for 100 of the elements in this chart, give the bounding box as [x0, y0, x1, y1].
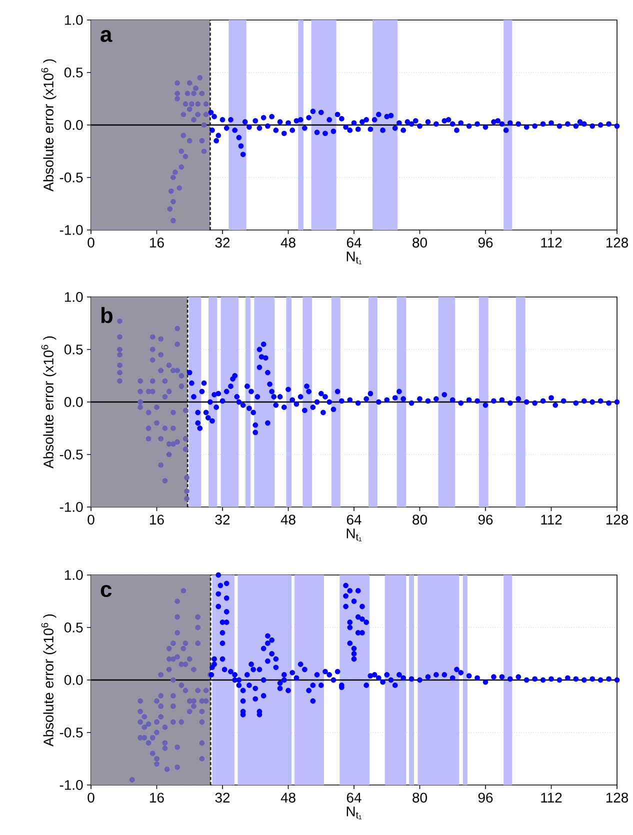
- y-axis-title: Absolute error (x10$^{6}$ ): [41, 614, 56, 746]
- x-tick-label: 16: [150, 792, 164, 803]
- point: [197, 75, 203, 80]
- point: [178, 148, 184, 154]
- x-tick-label: 80: [412, 514, 427, 525]
- point: [174, 368, 180, 374]
- x-tick-label: 16: [150, 238, 164, 248]
- point: [158, 436, 164, 442]
- point: [178, 164, 184, 170]
- point: [203, 112, 209, 118]
- point: [117, 378, 122, 384]
- point: [138, 399, 144, 405]
- x-tick-label: 128: [606, 792, 628, 803]
- x-tick-label: 0: [88, 514, 94, 525]
- point: [182, 436, 188, 442]
- point: [174, 342, 180, 347]
- point: [186, 106, 192, 112]
- point: [170, 410, 176, 416]
- point: [138, 388, 144, 394]
- point: [162, 478, 168, 484]
- point: [203, 101, 209, 107]
- point: [146, 426, 152, 431]
- chart-title: b: [101, 307, 112, 324]
- point: [184, 90, 190, 96]
- point: [174, 326, 180, 332]
- point: [162, 426, 168, 431]
- point: [150, 346, 156, 352]
- y-tick-label: 0.5: [64, 344, 83, 354]
- x-tick-label: 48: [280, 792, 296, 803]
- y-tick-label: 0.0: [64, 675, 83, 685]
- x-tick-label: 112: [541, 238, 562, 248]
- point: [174, 96, 180, 102]
- point: [170, 426, 176, 431]
- point: [201, 148, 207, 154]
- point: [158, 368, 164, 374]
- point: [199, 138, 205, 144]
- point: [158, 462, 164, 468]
- point: [201, 122, 207, 128]
- x-axis-title: N$_{t₁}$: [346, 252, 362, 264]
- point: [176, 185, 182, 191]
- x-tick-label: 80: [412, 792, 427, 803]
- point: [184, 474, 190, 480]
- x-tick-label: 48: [280, 238, 296, 248]
- point: [117, 318, 122, 324]
- x-tick-label: 112: [541, 792, 562, 802]
- x-tick-label: 16: [150, 514, 164, 525]
- point: [184, 496, 190, 502]
- point: [150, 357, 156, 363]
- point: [170, 198, 176, 204]
- y-axis-title: Absolute error (x10$^{6}$ ): [41, 336, 56, 468]
- y-tick-label: 0.5: [64, 622, 83, 632]
- point: [158, 336, 164, 342]
- point: [195, 101, 201, 107]
- point: [180, 112, 186, 118]
- point: [180, 132, 186, 138]
- y-tick-label: 1.0: [64, 15, 83, 25]
- point: [150, 334, 156, 340]
- point: [188, 101, 194, 107]
- point: [162, 394, 168, 400]
- point: [193, 86, 198, 91]
- point: [172, 170, 178, 175]
- point: [191, 90, 196, 96]
- point: [138, 378, 144, 384]
- point: [182, 446, 188, 452]
- point: [146, 410, 152, 416]
- y-tick-label: 1.0: [64, 570, 83, 580]
- point: [199, 90, 205, 96]
- x-tick-label: 0: [88, 792, 94, 803]
- x-tick-label: 0: [88, 238, 94, 248]
- point: [117, 346, 122, 352]
- x-tick-label: 32: [215, 238, 230, 248]
- point: [195, 112, 201, 118]
- point: [117, 352, 122, 358]
- point: [150, 378, 156, 384]
- y-tick-label: 0.0: [64, 397, 83, 407]
- y-tick-label: -0.5: [60, 172, 83, 182]
- x-tick-label: 128: [606, 238, 628, 248]
- point: [174, 80, 180, 86]
- chart-title: c: [100, 585, 112, 598]
- x-tick-label: 48: [280, 514, 296, 525]
- point: [117, 362, 122, 368]
- point: [168, 188, 174, 194]
- point: [162, 378, 168, 384]
- point: [182, 101, 188, 107]
- y-tick-label: 0.0: [64, 120, 83, 130]
- x-tick-label: 64: [346, 514, 362, 525]
- point: [191, 117, 196, 122]
- point: [174, 90, 180, 96]
- x-tick-label: 112: [541, 514, 562, 524]
- x-tick-label: 64: [346, 792, 362, 803]
- y-axis-title: Absolute error (x10$^{6}$ ): [41, 59, 56, 192]
- point: [182, 154, 188, 160]
- y-tick-label: 0.5: [64, 68, 83, 78]
- x-tick-label: 64: [346, 238, 362, 248]
- x-tick-label: 80: [412, 238, 427, 248]
- point: [186, 138, 192, 144]
- point: [166, 362, 172, 368]
- chart-title: a: [100, 30, 112, 42]
- x-tick-label: 96: [478, 792, 493, 803]
- point: [170, 441, 176, 447]
